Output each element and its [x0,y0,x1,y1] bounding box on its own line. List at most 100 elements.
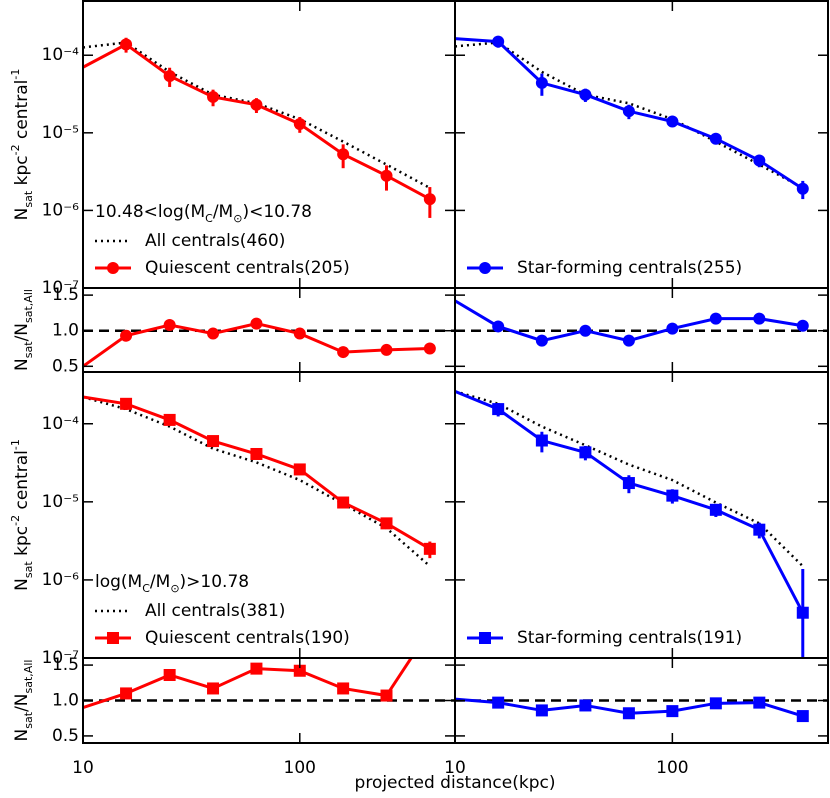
marker [622,105,635,118]
panel [83,395,436,568]
text-part: -2 [9,144,22,155]
series-line [455,389,805,614]
legend-marker [479,262,491,274]
marker [337,496,350,509]
marker [535,434,548,447]
panel-frame [454,657,829,744]
marker [796,606,809,619]
marker [535,334,548,347]
text-part: -1 [9,439,22,450]
marker [666,705,679,718]
x-tick-label: 100 [284,758,316,778]
legend-marker [107,262,119,274]
panel [83,624,455,710]
marker [579,446,592,459]
text-part: central [12,80,32,145]
legend-label: Quiescent centrals(190) [145,628,350,648]
text-part: kpc [12,526,32,561]
legend-label: All centrals(381) [145,601,285,621]
marker [380,689,393,702]
text-part: N [12,208,32,221]
text-part: sat,All [22,660,35,694]
series-line [83,395,431,568]
marker [423,193,436,206]
text-part: C [205,212,213,225]
marker [293,664,306,677]
marker [709,697,722,710]
panel-frame [454,0,829,289]
marker [753,312,766,325]
legend-marker [479,632,491,644]
marker [492,35,505,48]
y-tick-label: 0.5 [52,726,79,746]
y-tick-label: 10⁻⁷ [42,648,80,668]
text-part: sat [22,341,35,358]
panel [455,696,828,723]
marker [666,115,679,128]
marker [120,38,133,51]
y-axis-label: Nsat kpc-2 central-1 [9,69,35,221]
panel [455,389,809,658]
y-tick-label: 10⁻⁶ [42,200,80,220]
marker [207,90,220,103]
marker [337,346,350,359]
marker [380,169,393,182]
marker [163,669,176,681]
text-part: sat,All [22,289,35,323]
text-part: log(M [95,572,142,592]
y-tick-label: 10⁻⁵ [42,123,79,143]
text-part: /N [12,693,32,711]
marker [535,76,548,89]
y-tick-label: 1.5 [52,285,79,305]
legend-marker [107,632,119,644]
annotation: 10.48<log(MC/M⊙)<10.78 [95,202,312,225]
y-tick-label: 1.0 [52,691,79,711]
marker [492,696,505,709]
marker [207,435,220,448]
marker [579,699,592,712]
y-tick-label: 10⁻⁶ [42,570,80,590]
marker [622,707,635,720]
marker [337,148,350,161]
y-tick-label: 1.0 [52,321,79,341]
marker [337,682,350,695]
marker [753,696,766,709]
marker [293,117,306,130]
text-part: /M [213,202,233,222]
text-part: -2 [9,515,22,526]
marker [380,343,393,356]
marker [709,312,722,325]
marker [796,710,809,723]
text-part: ⊙ [233,212,242,225]
text-part: central [12,450,32,515]
text-part: )>10.78 [180,572,250,592]
x-axis-label: projected distance(kpc) [355,773,556,793]
y-tick-label: 1.5 [52,655,79,675]
series-line [83,42,431,201]
marker [423,342,436,355]
text-part: N [12,578,32,591]
marker [250,447,263,460]
marker [666,322,679,335]
text-part: /N [12,323,32,341]
text-part: sat [22,711,35,728]
text-part: )<10.78 [242,202,312,222]
text-part: N [12,729,32,742]
y-tick-label: 10⁻⁵ [42,492,79,512]
text-part: 10.48<log(M [95,202,205,222]
marker [666,489,679,502]
marker [622,334,635,347]
y-tick-label: 10⁻⁴ [42,414,80,434]
marker [163,69,176,82]
legend-label: Star-forming centrals(255) [517,258,742,278]
marker [293,327,306,340]
text-part: sat [22,561,35,578]
legend-label: Star-forming centrals(191) [517,628,742,648]
text-part: N [12,358,32,371]
x-tick-label: 10 [444,758,466,778]
series-line [455,41,804,190]
marker [424,624,436,636]
annotation: log(MC/M⊙)>10.78 [95,572,249,595]
marker [492,320,505,333]
